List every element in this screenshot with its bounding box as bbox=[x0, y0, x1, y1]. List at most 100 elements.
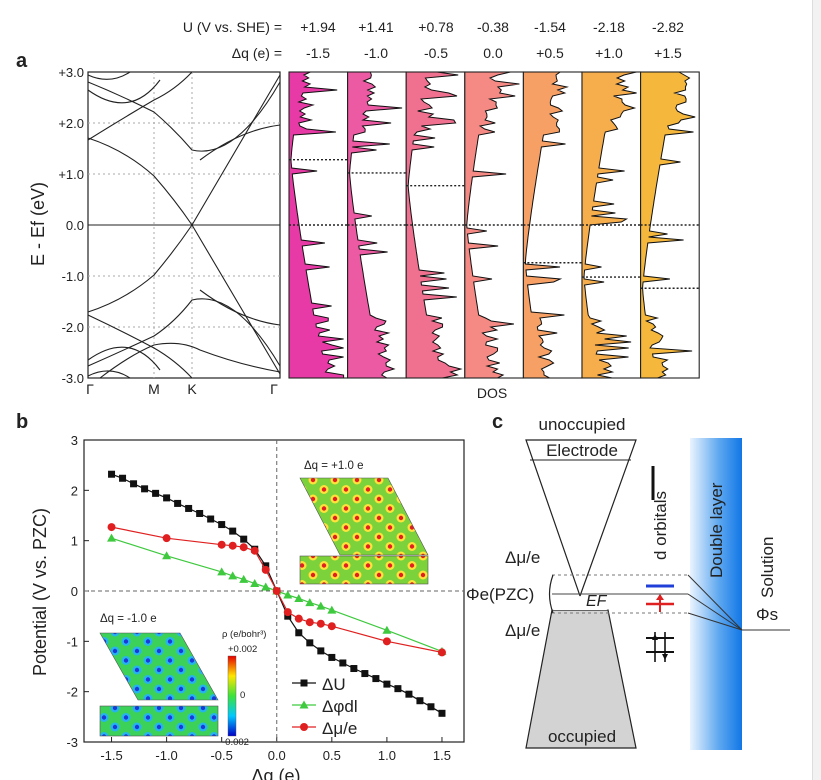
panel-a-label: a bbox=[16, 50, 28, 72]
data-point bbox=[305, 598, 315, 607]
chart-ytick: 0 bbox=[71, 584, 78, 599]
data-point bbox=[262, 562, 270, 570]
phi-s-label: Φs bbox=[756, 605, 778, 624]
colorbar-tick-zero: 0 bbox=[240, 690, 245, 701]
dos-panel bbox=[288, 71, 349, 379]
data-point bbox=[141, 485, 149, 493]
data-point bbox=[162, 551, 172, 560]
legend-entry: ΔU bbox=[322, 675, 346, 694]
data-point bbox=[405, 690, 413, 698]
data-point bbox=[239, 574, 249, 583]
inset-bottom-label: Δq = -1.0 e bbox=[100, 613, 157, 625]
chart-xtick: -1.5 bbox=[100, 748, 122, 763]
panel-a-ylabel: E - Ef (eV) bbox=[28, 182, 48, 266]
dq-row-label: Δq (e) = bbox=[232, 45, 282, 61]
data-point bbox=[119, 474, 127, 482]
d-orbitals-label: d orbitals bbox=[651, 491, 670, 560]
colorbar-tick-max: +0.002 bbox=[228, 644, 257, 655]
chart-ytick: 2 bbox=[71, 483, 78, 498]
data-point bbox=[284, 612, 292, 620]
k-point: M bbox=[148, 381, 160, 397]
data-point bbox=[228, 571, 238, 580]
data-point bbox=[107, 533, 117, 542]
chart-xtick: -0.5 bbox=[210, 748, 232, 763]
level-lines bbox=[552, 574, 688, 614]
data-point bbox=[174, 499, 182, 507]
u-value: -2.18 bbox=[593, 19, 625, 35]
data-point bbox=[108, 470, 116, 478]
data-point bbox=[250, 578, 260, 587]
data-point bbox=[261, 582, 271, 591]
chart-xtick: -1.0 bbox=[155, 748, 177, 763]
k-point: Γ bbox=[86, 381, 94, 397]
data-point bbox=[130, 480, 138, 488]
data-point bbox=[283, 590, 293, 599]
panel-a-ytick: -2.0 bbox=[62, 320, 84, 335]
data-point bbox=[339, 659, 347, 667]
u-value: -2.82 bbox=[652, 19, 684, 35]
scrollbar[interactable] bbox=[812, 0, 821, 780]
panel-a-ytick: +2.0 bbox=[58, 116, 84, 131]
data-point bbox=[361, 670, 369, 678]
colorbar-title: ρ (e/bohr³) bbox=[222, 629, 266, 640]
data-point bbox=[163, 494, 171, 502]
legend-entry: Δμ/e bbox=[322, 719, 357, 738]
dq-value: -1.5 bbox=[306, 45, 330, 61]
data-point bbox=[438, 709, 446, 717]
panel-a-ytick: -1.0 bbox=[62, 269, 84, 284]
u-row-label: U (V vs. SHE) = bbox=[183, 19, 282, 35]
data-point bbox=[152, 489, 160, 497]
chart-ytick: 3 bbox=[71, 433, 78, 448]
dq-value: -1.0 bbox=[364, 45, 388, 61]
chart-ytick: -1 bbox=[66, 634, 78, 649]
data-point bbox=[217, 540, 226, 549]
panel-b-xlabel: Δq (e) bbox=[251, 766, 300, 780]
data-point bbox=[317, 647, 325, 655]
data-point bbox=[328, 653, 336, 661]
data-point bbox=[283, 608, 292, 617]
u-value: -0.38 bbox=[477, 19, 509, 35]
dos-panels bbox=[288, 71, 700, 379]
colorbar: ρ (e/bohr³) +0.002 0 -0.002 bbox=[222, 629, 266, 748]
u-value: +1.94 bbox=[300, 19, 336, 35]
band-structure-plot bbox=[87, 71, 281, 379]
data-point bbox=[217, 567, 227, 576]
data-point bbox=[394, 685, 402, 693]
phi-pzc-label: Φe(PZC) bbox=[466, 585, 534, 604]
chart-ytick: -3 bbox=[66, 735, 78, 750]
data-point bbox=[299, 700, 309, 709]
data-point bbox=[437, 648, 446, 657]
colorbar-tick-min: -0.002 bbox=[222, 737, 249, 748]
chart-xtick: 1.5 bbox=[433, 748, 451, 763]
electrode-label: Electrode bbox=[546, 441, 618, 460]
data-point bbox=[228, 541, 237, 550]
panel-b-ylabel: Potential (V vs. PZC) bbox=[30, 508, 50, 676]
chart-xtick: 0.5 bbox=[323, 748, 341, 763]
dos-label: DOS bbox=[477, 385, 507, 401]
occupied-label: occupied bbox=[548, 727, 616, 746]
chart-xtick: 0.0 bbox=[268, 748, 286, 763]
potential-lines bbox=[687, 574, 790, 631]
pzc-brace bbox=[548, 574, 554, 614]
inset-bottom: Δq = -1.0 e bbox=[99, 613, 219, 737]
dq-values: -1.5 -1.0 -0.5 0.0 +0.5 +1.0 +1.5 bbox=[306, 45, 682, 61]
data-point bbox=[240, 535, 248, 543]
ef-label: EF bbox=[586, 593, 608, 610]
electrode-cone bbox=[525, 439, 637, 749]
u-value: -1.54 bbox=[534, 19, 566, 35]
chart-series bbox=[107, 470, 447, 717]
panel-a-ytick: +3.0 bbox=[58, 65, 84, 80]
data-point bbox=[295, 629, 303, 637]
chart-xtick: 1.0 bbox=[378, 748, 396, 763]
panel-a-ytick: -3.0 bbox=[62, 371, 84, 386]
double-layer-label: Double layer bbox=[707, 482, 726, 578]
panel-b-label: b bbox=[16, 411, 28, 433]
data-point bbox=[305, 618, 314, 627]
dos-panel bbox=[581, 71, 642, 379]
dos-panel bbox=[640, 71, 700, 379]
data-point bbox=[383, 680, 391, 688]
data-point bbox=[306, 639, 314, 647]
dos-panel bbox=[347, 71, 407, 379]
